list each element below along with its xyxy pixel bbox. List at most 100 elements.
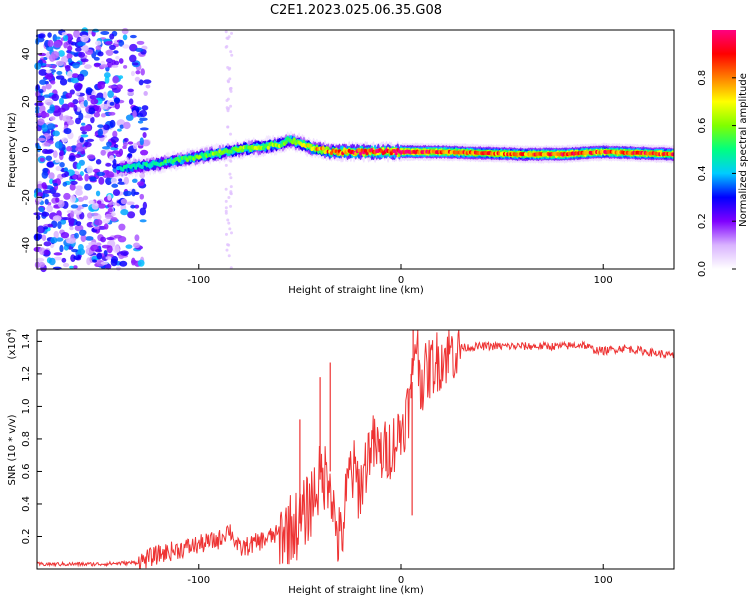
noise-blob [141,105,149,111]
noise-blob [229,191,233,195]
y-tick-label: -40 [21,237,32,253]
noise-blob [229,50,233,54]
noise-blob [230,53,234,57]
noise-blob [229,176,233,180]
noise-blob [227,254,231,258]
noise-blob [228,77,232,81]
noise-blob [78,51,86,58]
noise-blob [85,87,93,94]
noise-blob [77,41,86,47]
noise-blob [224,30,228,34]
noise-blob [108,85,117,89]
noise-blob [81,122,86,126]
ridge-cell [321,146,325,151]
x-tick-label: 100 [594,275,613,286]
noise-blob [86,138,95,142]
noise-blob [69,195,76,203]
ridge-cell [216,152,220,157]
noise-blob [131,178,138,183]
noise-blob [229,132,233,136]
noise-blob [53,230,59,239]
noise-blob [54,141,63,149]
noise-blob [84,115,93,119]
noise-blob [38,88,44,94]
noise-blob [81,45,89,52]
noise-blob [75,92,81,96]
noise-blob [71,248,79,253]
colorbar-gradient [712,30,736,269]
noise-blob [44,99,54,106]
noise-blob [122,141,128,147]
noise-blob [38,69,47,76]
snr-plot-area [37,330,674,569]
noise-blob [45,83,52,90]
y-tick-label: 1.0 [21,398,32,414]
snr-frame [36,329,675,570]
noise-blob [105,40,113,45]
noise-blob [50,80,56,85]
noise-blob [134,234,140,242]
spectrogram-panel: -100 0 100 -40 -20 0 20 40 Height of straight … [7,27,675,296]
noise-blob [66,146,73,152]
noise-blob [140,68,145,76]
noise-blob [105,171,115,178]
figure-title: C2E1.2023.025.06.35.G08 [270,3,442,18]
noise-blob [92,212,99,216]
snr-multiplier-base: (x104) [5,328,18,359]
y-tick-label: 40 [21,48,32,61]
noise-blob [43,142,51,147]
noise-blob [69,89,75,95]
noise-blob [53,40,62,48]
y-tick-label: 0.8 [21,431,32,447]
spectrogram-x-ticks: -100 0 100 [187,264,613,286]
noise-blob [73,265,78,269]
noise-blob [44,72,54,80]
noise-blob [111,150,121,154]
snr-line [36,329,675,569]
noise-blob [117,128,122,132]
noise-blob [117,181,126,185]
noise-blob [224,232,228,236]
noise-blob [110,216,118,222]
colorbar-tick-label: 0.4 [697,165,708,181]
noise-blob [36,191,44,198]
noise-blob [70,210,75,219]
ridge-cell [284,140,288,145]
ridge-cell [121,167,125,172]
noise-blob [109,44,116,51]
noise-blob [229,104,233,108]
noise-blob [77,243,84,251]
noise-blob [131,188,136,197]
noise-blob [51,64,57,69]
noise-blob [102,91,107,100]
noise-blob [38,52,47,57]
noise-blob [95,242,102,247]
noise-blob [224,199,228,203]
noise-blob [125,114,134,121]
noise-blob [46,205,53,213]
noise-blob [112,75,119,84]
noise-blob [228,227,232,231]
noise-blob [111,212,116,217]
noise-blob [115,244,120,250]
noise-blob [142,132,147,138]
noise-blob [79,229,87,236]
noise-blob [105,162,112,167]
y-tick-label: -20 [21,189,32,205]
noise-blob [62,115,71,122]
noise-blob [38,206,45,213]
noise-blob [137,120,144,124]
noise-blob [48,257,56,266]
noise-blob [127,141,134,145]
noise-blob [54,159,60,163]
noise-blob [139,193,145,200]
noise-blob [102,218,110,224]
noise-blob [227,67,231,71]
noise-blob [63,192,71,200]
noise-blob [36,118,45,126]
ridge-cell [279,143,283,148]
noise-blob [109,119,116,128]
noise-blob [139,127,149,131]
ridge-cell [291,140,295,145]
noise-blob [83,99,88,107]
